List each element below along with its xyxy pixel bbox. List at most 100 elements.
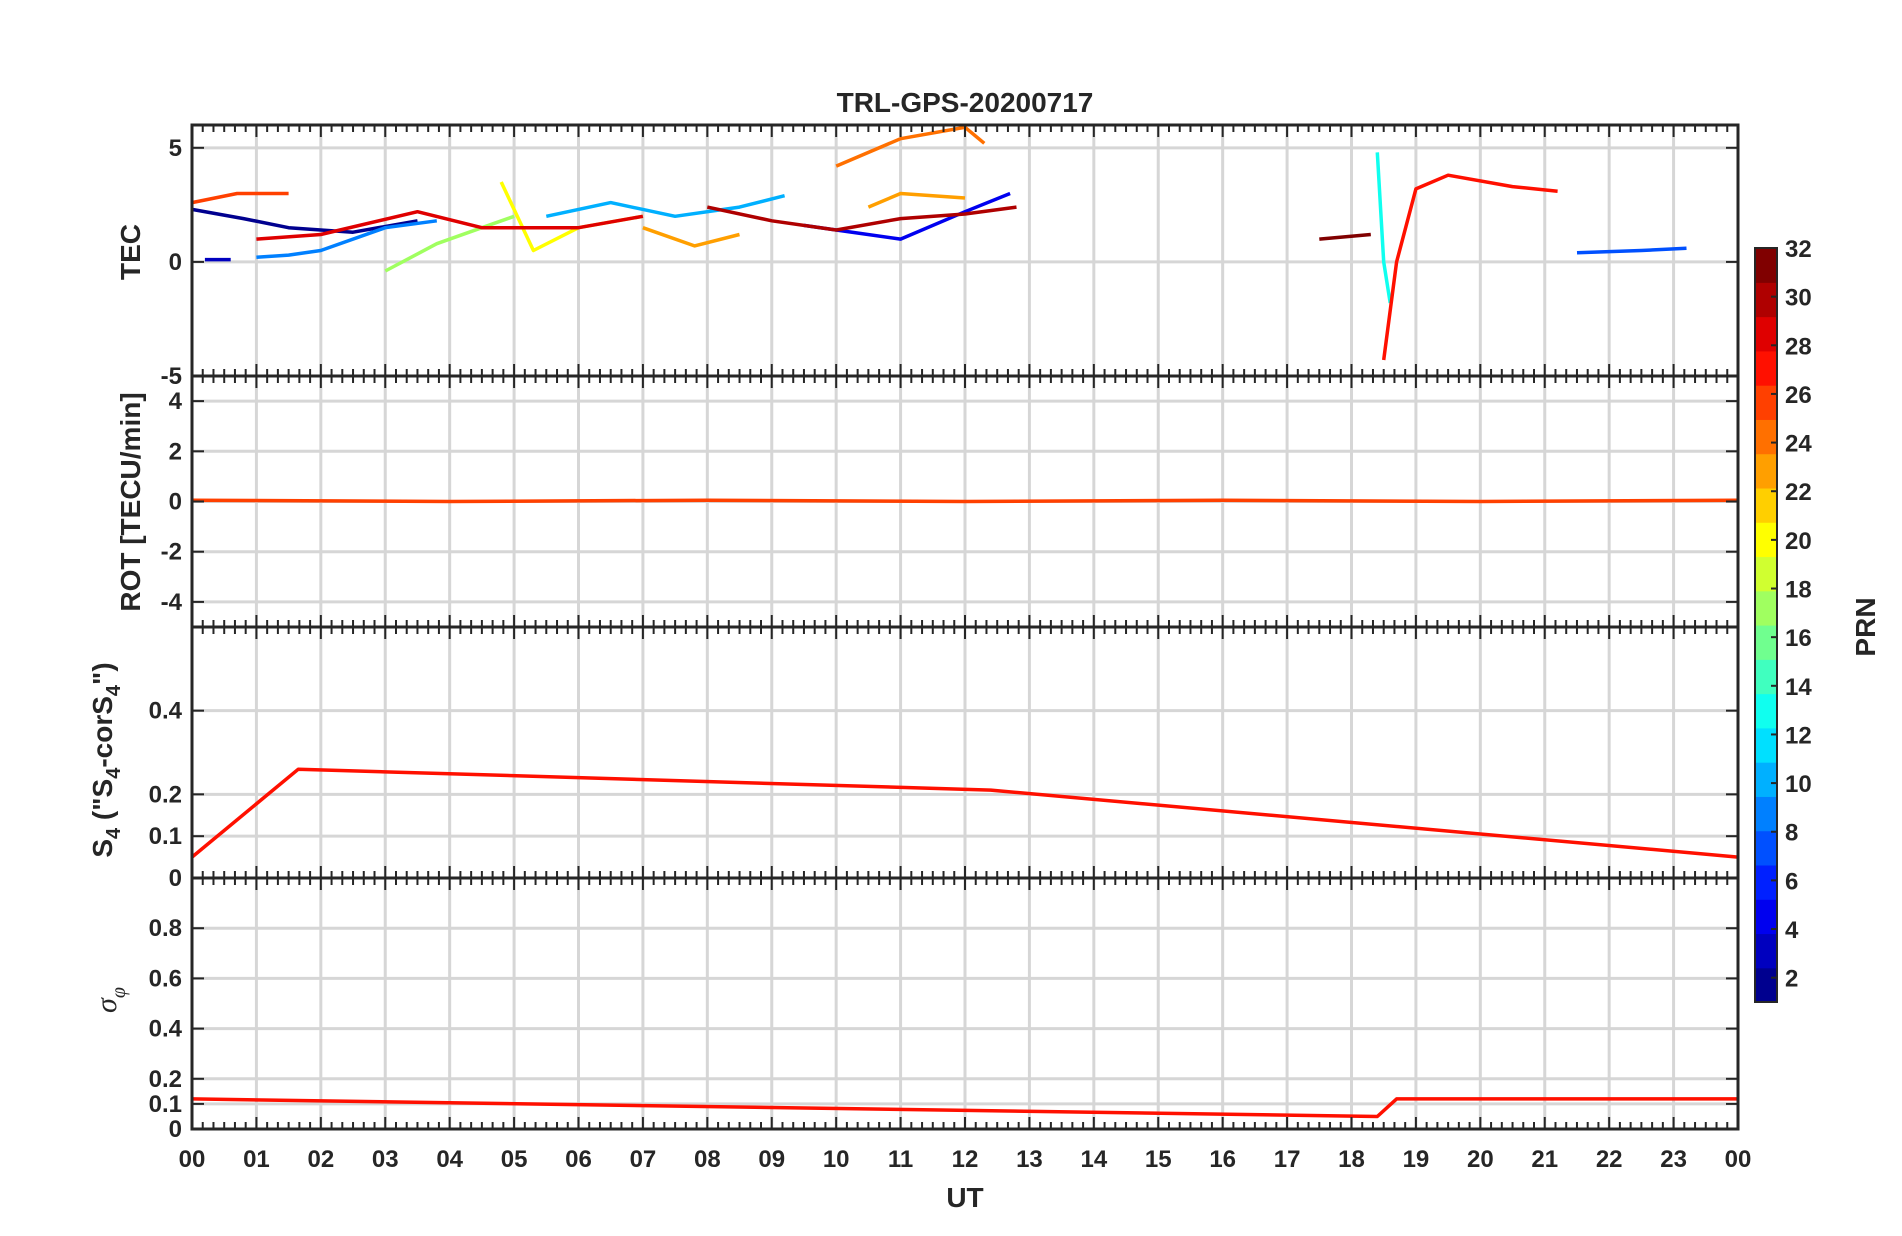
tec-series-prn-29	[256, 209, 644, 241]
s4-panel: 0 0.1 0.2 0.4	[149, 625, 1740, 892]
x-tick-label: 00	[179, 1146, 206, 1173]
sigma-y-tick-label: 0.4	[149, 1016, 183, 1043]
colorbar-segment	[1755, 762, 1777, 797]
tec-series-prn-25	[835, 125, 986, 168]
colorbar-segment	[1755, 693, 1777, 729]
colorbar-segment	[1755, 625, 1777, 660]
colorbar-tick-label: 8	[1785, 820, 1798, 847]
sigma-y-tick-label: 0.6	[149, 965, 182, 992]
colorbar-segment	[1755, 590, 1777, 626]
colorbar-tick-label: 22	[1785, 479, 1812, 506]
tec-series-prn-11	[545, 194, 786, 219]
colorbar-segment	[1755, 453, 1777, 489]
x-tick-label: 04	[436, 1146, 463, 1173]
s4-y-tick-label: 0	[169, 865, 182, 892]
x-tick-label: 05	[501, 1146, 528, 1173]
sigma-y-tick-label: 0.8	[149, 915, 182, 942]
s4-y-tick-label: 0.1	[149, 823, 182, 850]
tec-y-tick-label: 5	[169, 135, 182, 162]
colorbar-segment	[1755, 556, 1777, 592]
colorbar-segment	[1755, 659, 1777, 695]
x-tick-label: 18	[1338, 1146, 1365, 1173]
x-tick-label: 23	[1660, 1146, 1687, 1173]
tec-series-prn-24	[642, 226, 740, 248]
tec-y-axis-label: TEC	[115, 224, 146, 280]
colorbar-segment	[1755, 727, 1777, 763]
colorbar-frame	[1754, 247, 1778, 1003]
rot-panel: -4 -2 0 2 4	[161, 374, 1740, 629]
chart-title: TRL-GPS-20200717	[837, 87, 1094, 118]
x-tick-label: 08	[694, 1146, 721, 1173]
sigma-y-tick-label: 0.1	[149, 1091, 182, 1118]
rot-y-axis-label: ROT [TECU/min]	[115, 392, 146, 611]
x-tick-label: 12	[952, 1146, 979, 1173]
colorbar-tick-label: 10	[1785, 771, 1812, 798]
sigma-axes-frame	[190, 876, 1740, 1131]
colorbar-segment	[1755, 316, 1777, 352]
x-tick-label: 22	[1596, 1146, 1623, 1173]
rot-y-tick-label: 4	[169, 388, 183, 415]
tec-series-prn-32	[1319, 232, 1371, 241]
colorbar-tick-label: 2	[1785, 966, 1798, 993]
colorbar-tick-label: 28	[1785, 333, 1812, 360]
x-tick-label: 13	[1016, 1146, 1043, 1173]
x-tick-label: 03	[372, 1146, 399, 1173]
sigma-y-axis-label: σφ	[90, 987, 130, 1013]
s4-series-prn-28	[190, 767, 1739, 859]
x-tick-label: 20	[1467, 1146, 1494, 1173]
x-axis-label: UT	[946, 1182, 983, 1213]
tec-y-tick-label: -5	[161, 363, 182, 390]
s4-y-tick-label: 0.2	[149, 781, 182, 808]
x-tick-label: 09	[758, 1146, 785, 1173]
sigma-y-tick-label: 0.2	[149, 1066, 182, 1093]
x-axis-tick-labels: 00 01 02 03 04 05 06 07 08 09 10 11 12 13 14 15 16 17 18 19…	[179, 1146, 1752, 1173]
x-tick-label: 17	[1274, 1146, 1301, 1173]
colorbar-tick-label: 24	[1785, 431, 1812, 458]
colorbar-segment	[1755, 419, 1777, 455]
colorbar-tick-label: 18	[1785, 577, 1812, 604]
colorbar-tick-label: 6	[1785, 868, 1798, 895]
tec-series-prn-31	[706, 205, 1017, 232]
x-tick-label: 10	[823, 1146, 850, 1173]
tec-series-prn-9	[256, 219, 438, 260]
colorbar-tick-label: 30	[1785, 285, 1812, 312]
tec-series-prn-13	[1375, 152, 1392, 304]
x-tick-label: 19	[1403, 1146, 1430, 1173]
tec-series-prn-28	[1381, 173, 1558, 361]
tec-series-prn-27	[191, 191, 289, 205]
x-tick-label: 14	[1080, 1146, 1107, 1173]
colorbar-tick-label: 12	[1785, 722, 1812, 749]
colorbar-tick-label: 20	[1785, 528, 1812, 555]
colorbar-segment	[1755, 933, 1777, 969]
sigma-y-tick-label: 0	[169, 1116, 182, 1143]
x-tick-label: 00	[1725, 1146, 1752, 1173]
tec-series-prn-7	[1576, 246, 1687, 255]
colorbar-segment	[1755, 282, 1777, 318]
colorbar-segment	[1755, 864, 1777, 900]
tec-series-prn-1	[191, 207, 418, 234]
colorbar-segment	[1755, 796, 1777, 832]
colorbar-segment	[1755, 350, 1777, 386]
colorbar-segment	[1755, 487, 1777, 523]
x-tick-label: 07	[630, 1146, 657, 1173]
tec-series-prn-23	[867, 191, 966, 209]
colorbar-segment	[1755, 385, 1777, 420]
rot-y-tick-label: -2	[161, 539, 182, 566]
tec-panel: -5 0 5	[161, 123, 1740, 390]
sigma-series-prn-28	[191, 1097, 1738, 1119]
rot-series-prn-27	[191, 498, 1739, 504]
colorbar-segment	[1755, 830, 1777, 866]
x-tick-label: 02	[307, 1146, 334, 1173]
rot-y-tick-label: 0	[169, 489, 182, 516]
s4-y-tick-label: 0.4	[149, 698, 183, 725]
colorbar-segment	[1755, 967, 1777, 1003]
colorbar-tick-label: 32	[1785, 236, 1812, 263]
colorbar-label: PRN	[1850, 597, 1881, 656]
colorbar-tick-label: 16	[1785, 625, 1812, 652]
x-tick-label: 16	[1209, 1146, 1236, 1173]
tec-y-tick-label: 0	[169, 249, 182, 276]
rot-y-tick-label: 2	[169, 438, 182, 465]
x-tick-label: 21	[1531, 1146, 1558, 1173]
x-tick-label: 15	[1145, 1146, 1172, 1173]
